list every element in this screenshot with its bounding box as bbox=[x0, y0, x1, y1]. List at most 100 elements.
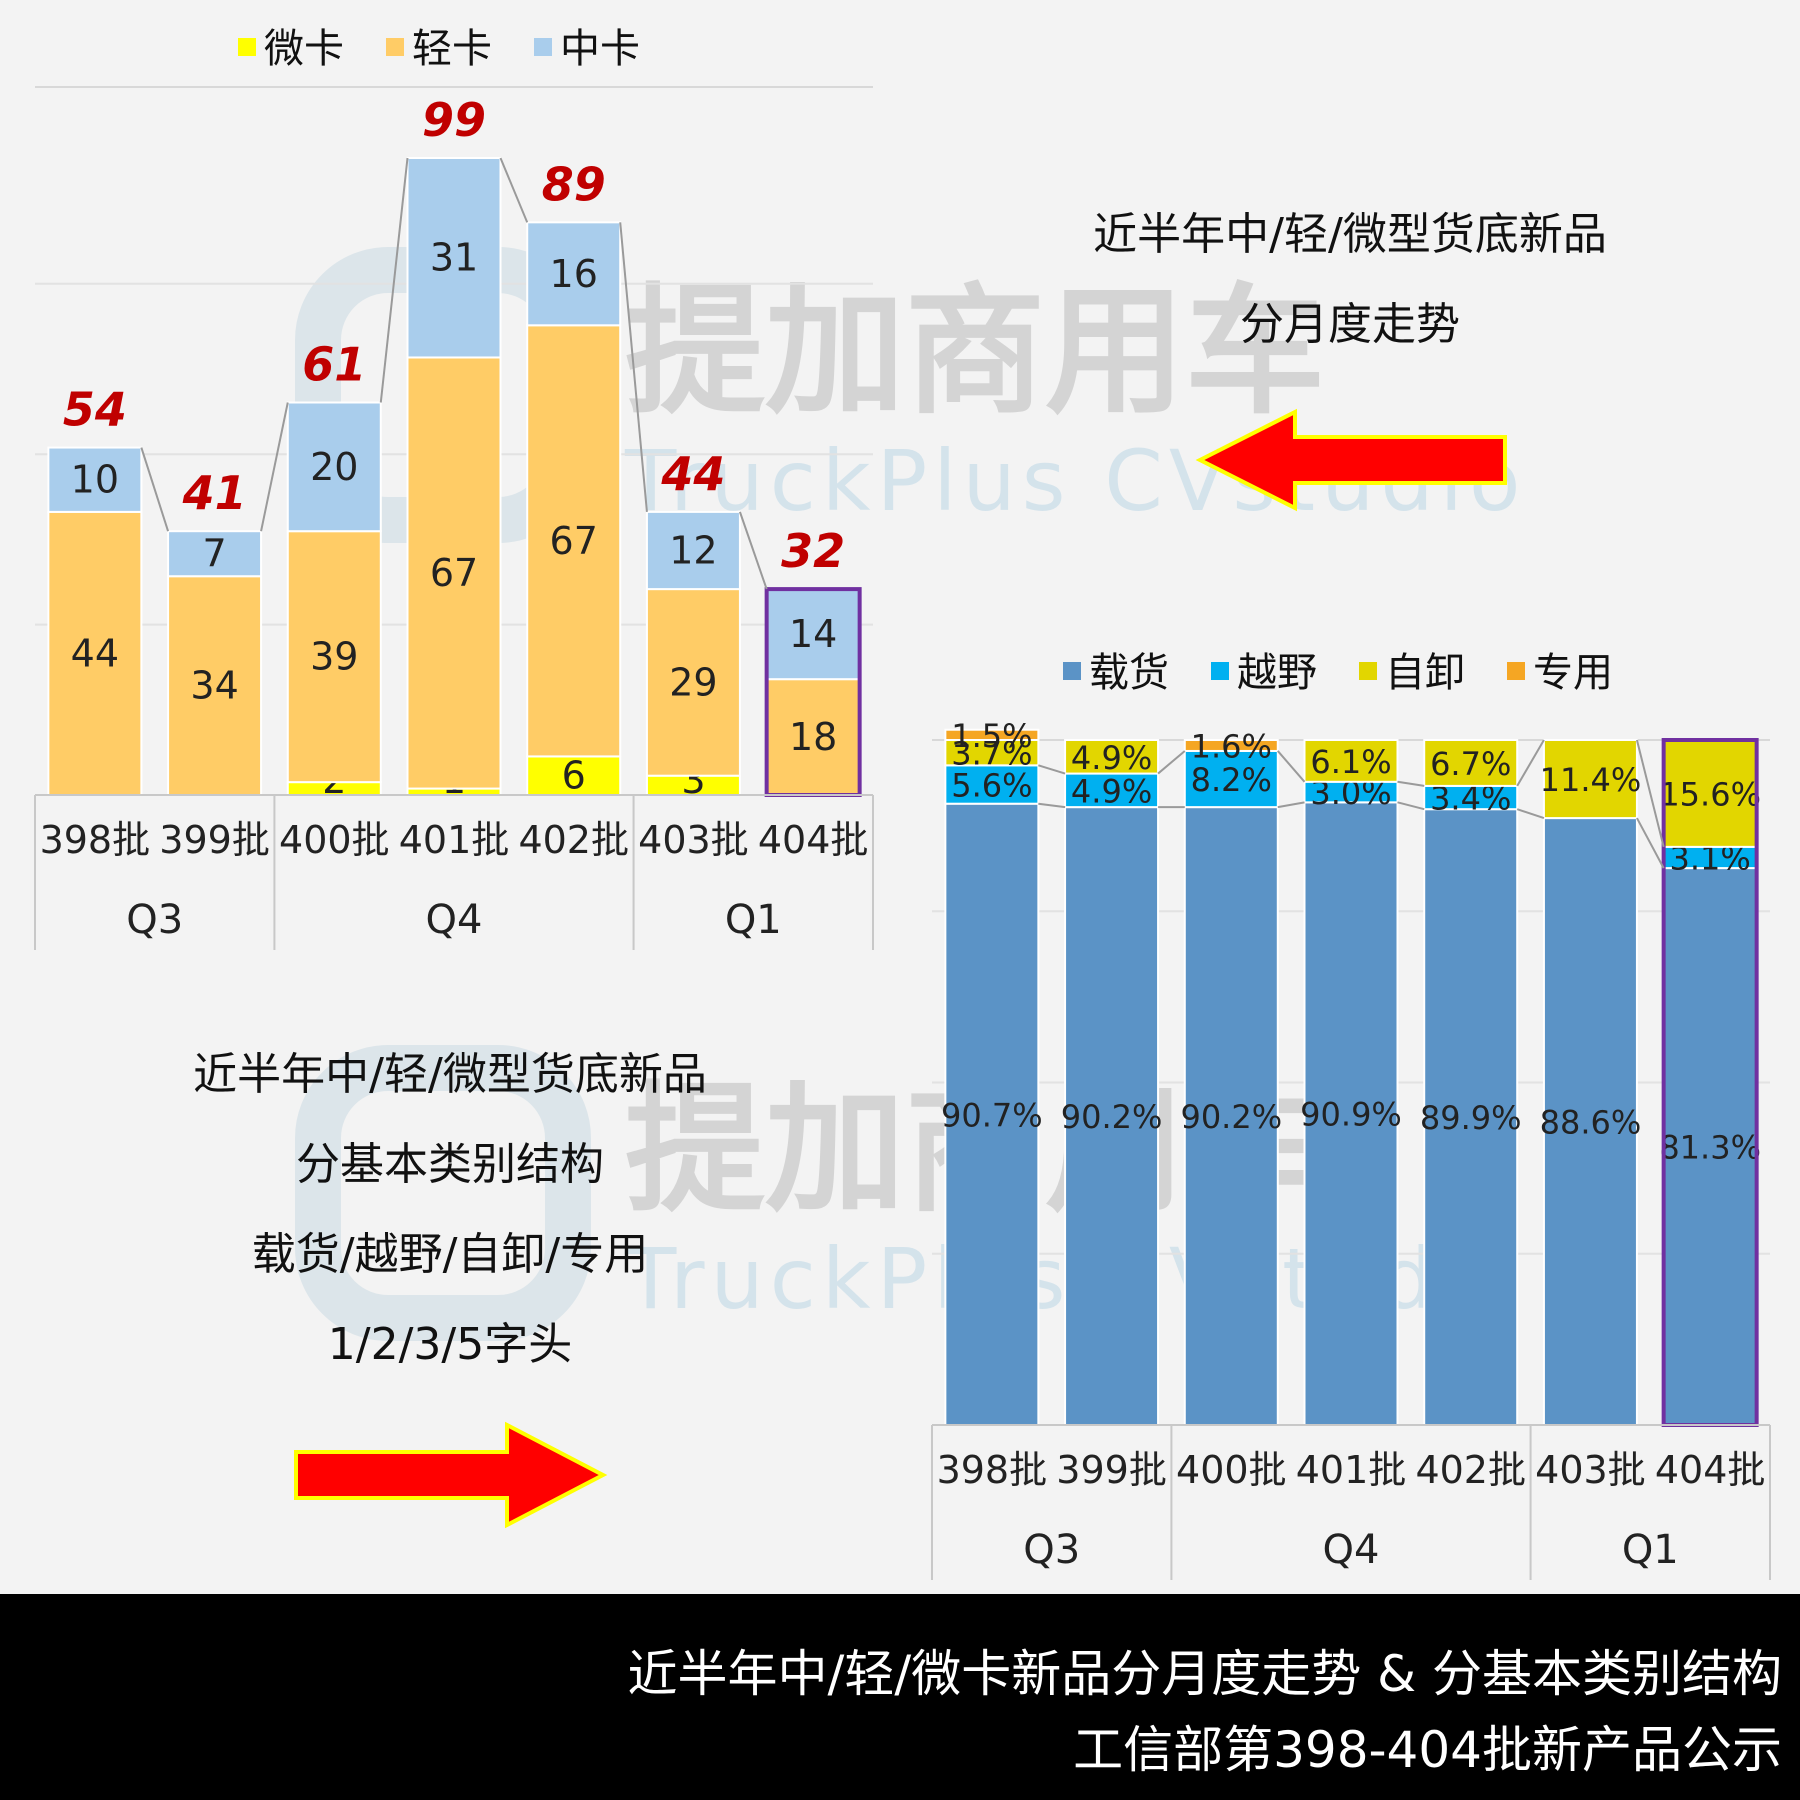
bar-value-label: 4.9% bbox=[1071, 739, 1152, 777]
bar-value-label: 90.2% bbox=[1180, 1098, 1282, 1136]
category-structure-chart: 载货 越野 自卸 专用 90.7% 5.6%3.7%1.5% 90.2% 4.9%4.9% 90… bbox=[931, 650, 1771, 1580]
series-connector bbox=[1635, 739, 1665, 848]
x-tick-label: 403批 bbox=[1535, 1448, 1646, 1492]
structure-note-line: 近半年中/轻/微型货底新品 bbox=[193, 1049, 707, 1100]
bar-segment bbox=[1423, 739, 1519, 787]
legend-label: 微卡 bbox=[264, 26, 344, 72]
bar-total-label: 54 bbox=[63, 383, 127, 437]
bar-total-label: 41 bbox=[182, 466, 247, 520]
bar-segment bbox=[167, 575, 263, 796]
bar-value-label: 67 bbox=[550, 519, 598, 563]
bar-segment bbox=[1303, 739, 1399, 783]
series-connector bbox=[1397, 780, 1425, 787]
bar-value-label: 7 bbox=[202, 532, 226, 576]
trend-note: 近半年中/轻/微型货底新品 分月度走势 bbox=[1030, 190, 1670, 370]
bar-value-label: 1.6% bbox=[1191, 727, 1272, 765]
trend-note-line: 分月度走势 bbox=[1240, 299, 1460, 350]
series-connector bbox=[379, 157, 409, 403]
legend-swatch bbox=[1211, 662, 1229, 680]
structure-note-line: 载货/越野/自卸/专用 bbox=[251, 1229, 649, 1280]
bar-segment bbox=[1423, 808, 1519, 1426]
bar-segment bbox=[1183, 806, 1279, 1426]
bar-value-label: 12 bbox=[669, 528, 717, 572]
monthly-trend-chart: 微卡轻卡中卡4410543474123920611673199667168932… bbox=[34, 26, 874, 950]
x-group-label: Q1 bbox=[725, 897, 782, 943]
x-tick-label: 402批 bbox=[1415, 1448, 1526, 1492]
bar-segment bbox=[944, 802, 1040, 1426]
x-tick-label: 403批 bbox=[638, 818, 749, 862]
x-tick-label: 400批 bbox=[1176, 1448, 1287, 1492]
structure-note-line: 分基本类别结构 bbox=[296, 1139, 604, 1190]
bar-segment bbox=[765, 588, 861, 681]
structure-note-line: 1/2/3/5字头 bbox=[327, 1319, 573, 1370]
legend-swatch bbox=[238, 38, 256, 56]
bar-segment bbox=[1662, 739, 1758, 848]
footer-subtitle: 工信部第398-404批新产品公示 bbox=[1073, 1721, 1782, 1779]
arrow-layer bbox=[294, 408, 1507, 1529]
bar-value-label: 89.9% bbox=[1420, 1099, 1522, 1137]
bar-segment bbox=[1542, 817, 1638, 1426]
trend-note-line: 近半年中/轻/微型货底新品 bbox=[1093, 209, 1607, 260]
bar-segment bbox=[944, 728, 1040, 741]
x-tick-label: 400批 bbox=[279, 818, 390, 862]
series-connector bbox=[499, 157, 529, 223]
bar-segment bbox=[167, 530, 263, 578]
bar-segment bbox=[1064, 739, 1160, 775]
bar-value-label: 6 bbox=[562, 754, 586, 798]
series-connector bbox=[1038, 802, 1066, 809]
x-tick-label: 402批 bbox=[518, 818, 629, 862]
series-connector bbox=[1516, 739, 1545, 787]
legend-swatch bbox=[1359, 662, 1377, 680]
structure-note: 近半年中/轻/微型货底新品 分基本类别结构 载货/越野/自卸/专用 1/2/3/… bbox=[130, 1030, 770, 1390]
bar-value-label: 81.3% bbox=[1659, 1129, 1761, 1167]
bar-segment bbox=[944, 764, 1040, 805]
bar-value-label: 20 bbox=[310, 445, 358, 489]
x-group-label: Q4 bbox=[426, 897, 483, 943]
bar-value-label: 90.2% bbox=[1061, 1098, 1163, 1136]
watermark-logo-icon bbox=[295, 1045, 591, 1341]
bar-segment bbox=[526, 324, 622, 758]
series-connector bbox=[1277, 801, 1305, 809]
series-connector bbox=[1397, 801, 1425, 811]
series-connector bbox=[140, 447, 170, 532]
bar-value-label: 10 bbox=[71, 458, 119, 502]
bar-segment bbox=[1064, 772, 1160, 809]
left-arrow-icon bbox=[1195, 408, 1507, 512]
bar-value-label: 90.9% bbox=[1300, 1096, 1402, 1134]
x-tick-label: 404批 bbox=[758, 818, 869, 862]
legend-swatch bbox=[386, 38, 404, 56]
bar-segment bbox=[526, 755, 622, 796]
series-connector bbox=[1038, 764, 1066, 775]
legend-label: 载货 bbox=[1089, 650, 1169, 696]
legend-swatch bbox=[1063, 662, 1081, 680]
x-tick-label: 399批 bbox=[1056, 1448, 1167, 1492]
bar-value-label: 90.7% bbox=[941, 1096, 1043, 1134]
bar-total-label: 89 bbox=[542, 157, 606, 211]
bar-segment bbox=[286, 530, 382, 784]
bar-segment bbox=[1183, 739, 1279, 752]
bar-segment bbox=[47, 446, 143, 513]
legend-label: 专用 bbox=[1533, 650, 1613, 696]
bar-total-label: 32 bbox=[781, 524, 845, 578]
legend-label: 自卸 bbox=[1385, 650, 1465, 696]
bar-segment bbox=[1064, 806, 1160, 1426]
x-group-label: Q1 bbox=[1622, 1527, 1679, 1573]
footer-banner: 近半年中/轻/微卡新品分月度走势 & 分基本类别结构 工信部第398-404批新… bbox=[0, 1594, 1800, 1800]
bar-value-label: 6.7% bbox=[1430, 745, 1511, 783]
bar-segment bbox=[526, 221, 622, 327]
x-tick-label: 404批 bbox=[1655, 1448, 1766, 1492]
bar-value-label: 18 bbox=[789, 715, 837, 759]
legend-label: 越野 bbox=[1237, 650, 1317, 696]
bar-value-label: 3.7% bbox=[951, 735, 1032, 773]
bar-value-label: 5.6% bbox=[951, 767, 1032, 805]
bar-segment bbox=[406, 356, 502, 790]
x-group-label: Q4 bbox=[1323, 1527, 1380, 1573]
bar-value-label: 1.5% bbox=[951, 717, 1032, 755]
legend-label: 中卡 bbox=[560, 26, 640, 72]
series-connector bbox=[738, 511, 768, 590]
bar-total-label: 61 bbox=[302, 338, 366, 392]
bar-segment bbox=[944, 739, 1040, 767]
bar-total-label: 44 bbox=[660, 447, 725, 501]
bar-segment bbox=[1542, 739, 1638, 820]
bar-segment bbox=[1183, 749, 1279, 809]
